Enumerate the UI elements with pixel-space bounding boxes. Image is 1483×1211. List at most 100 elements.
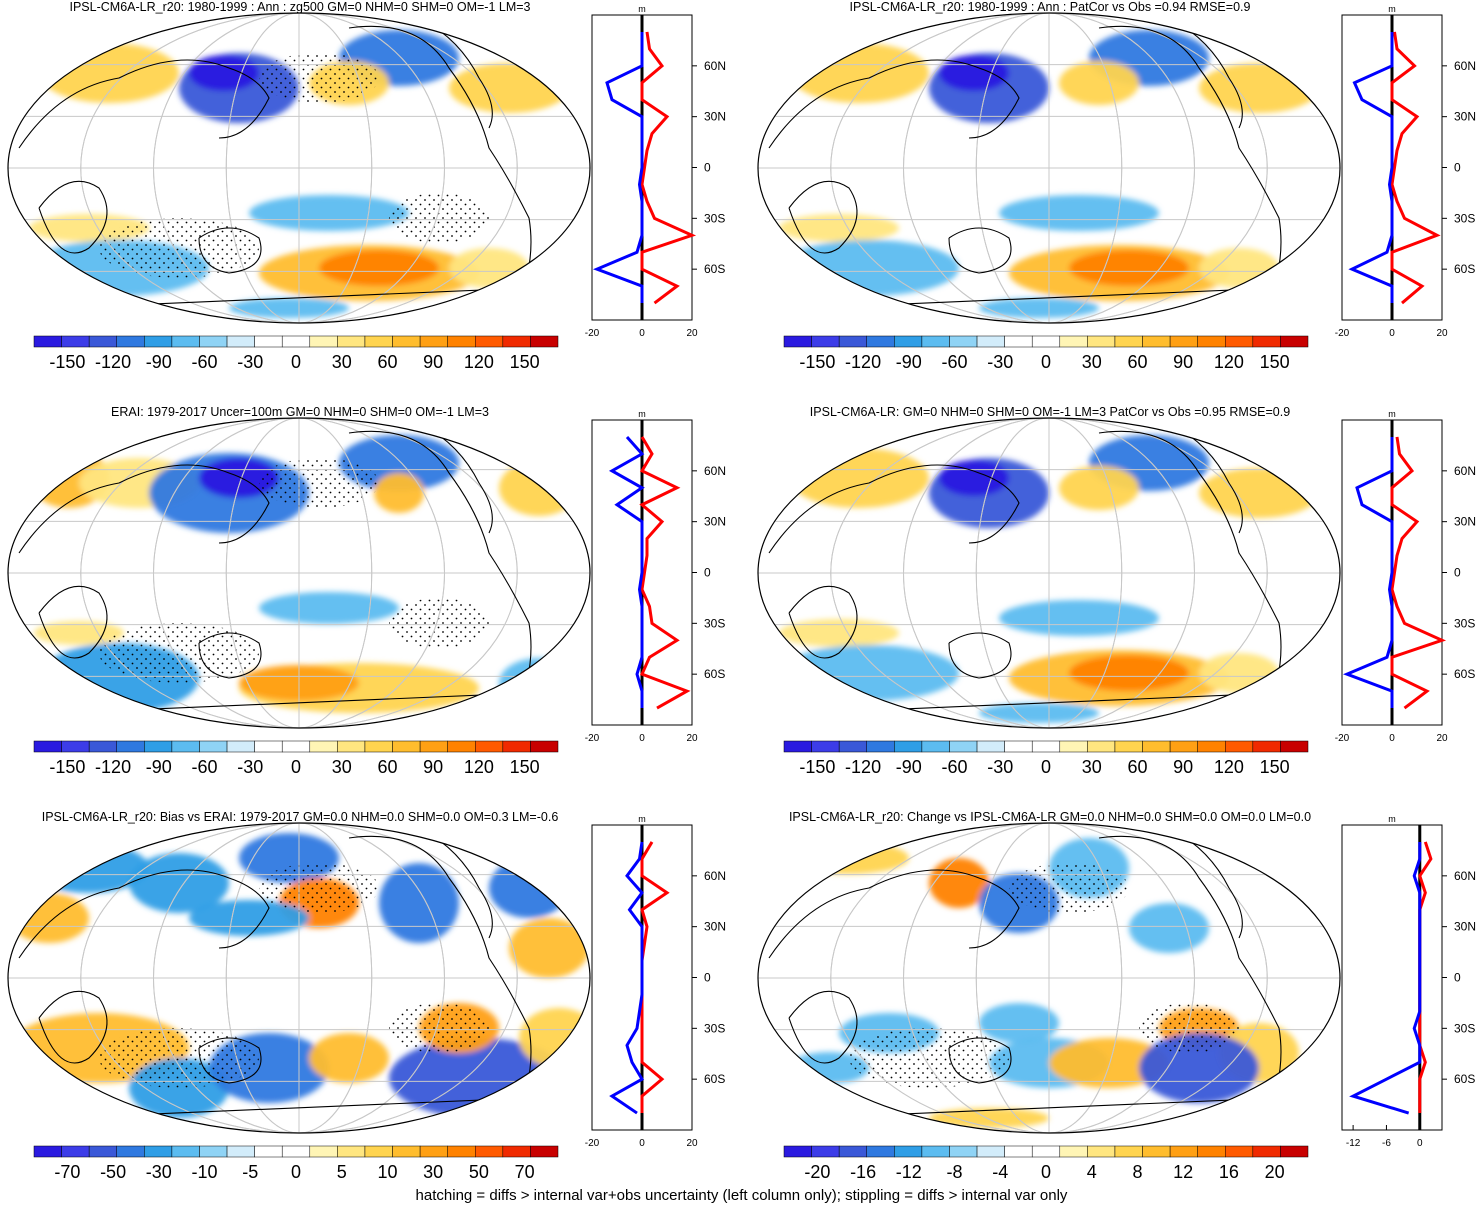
colorbar-swatch bbox=[254, 335, 283, 348]
positive-anomaly bbox=[449, 248, 529, 288]
negative-anomaly bbox=[939, 460, 1009, 496]
negative-anomaly bbox=[259, 592, 399, 624]
profile-line-negative bbox=[1348, 31, 1394, 304]
colorbar-swatch bbox=[1114, 335, 1143, 348]
colorbar-swatch bbox=[949, 740, 978, 753]
stippling bbox=[389, 193, 489, 243]
zonal-profile: m 60N 30N 0 30S 60S -12 -6 0 bbox=[1341, 814, 1476, 1149]
colorbar-label: 90 bbox=[1173, 757, 1193, 777]
coastline bbox=[18, 464, 270, 554]
colorbar-label: -90 bbox=[146, 352, 172, 372]
coastline bbox=[768, 464, 1020, 554]
colorbar-label: 150 bbox=[510, 352, 540, 372]
profile-x-label: 20 bbox=[686, 328, 698, 339]
colorbar-label: -120 bbox=[95, 352, 131, 372]
colorbar-label: 12 bbox=[1173, 1162, 1193, 1182]
colorbar-swatch bbox=[976, 1145, 1005, 1158]
colorbar-label: -150 bbox=[799, 757, 835, 777]
profile-line-negative bbox=[609, 841, 645, 1115]
stippling bbox=[389, 1003, 489, 1053]
colorbar-swatch bbox=[171, 740, 200, 753]
colorbar-swatch bbox=[1142, 1145, 1171, 1158]
positive-anomaly bbox=[929, 1108, 1049, 1128]
profile-lat-label: 30S bbox=[1454, 211, 1475, 225]
colorbar-swatch bbox=[1059, 740, 1088, 753]
graticule bbox=[758, 13, 1340, 323]
colorbar-swatch bbox=[921, 1145, 950, 1158]
colorbar-label: -120 bbox=[95, 757, 131, 777]
profile-lat-label: 30N bbox=[1454, 920, 1476, 934]
graticule bbox=[758, 418, 1340, 728]
colorbar-label: 120 bbox=[464, 352, 494, 372]
colorbar-label: 60 bbox=[1127, 757, 1147, 777]
colorbar-label: 30 bbox=[1082, 352, 1102, 372]
colorbar-swatch bbox=[502, 335, 531, 348]
panel-4: IPSL-CM6A-LR: GM=0 NHM=0 SHM=0 OM=-1 LM=… bbox=[757, 405, 1476, 777]
coastline bbox=[948, 227, 1012, 274]
positive-anomaly bbox=[1199, 468, 1319, 518]
colorbar-swatch bbox=[281, 740, 311, 753]
colorbar-swatch bbox=[88, 1145, 117, 1158]
footer-note: hatching = diffs > internal var+obs unce… bbox=[415, 1187, 1068, 1204]
colorbar-swatch bbox=[894, 740, 923, 753]
colorbar-swatch bbox=[254, 1145, 283, 1158]
meridian-line bbox=[975, 13, 1123, 323]
profile-line-negative bbox=[1342, 436, 1394, 709]
profile-lat-label: 60N bbox=[704, 464, 726, 478]
negative-anomaly bbox=[979, 703, 1099, 723]
meridian-line bbox=[225, 13, 373, 323]
meridian-line bbox=[830, 823, 1268, 1133]
colorbar-swatch bbox=[226, 335, 255, 348]
profile-x-label: -20 bbox=[585, 733, 600, 744]
colorbar-label: 70 bbox=[515, 1162, 535, 1182]
colorbar-swatch bbox=[1225, 1145, 1254, 1158]
coastline bbox=[18, 59, 270, 149]
positive-anomaly bbox=[309, 1033, 389, 1083]
stippling bbox=[1139, 1003, 1239, 1053]
map-border bbox=[757, 12, 1341, 324]
colorbar-label: 0 bbox=[1041, 757, 1051, 777]
coastline bbox=[948, 632, 1012, 679]
colorbar-swatch bbox=[530, 335, 559, 348]
colorbar-swatch bbox=[894, 335, 923, 348]
colorbar-swatch bbox=[475, 740, 504, 753]
colorbar-swatch bbox=[309, 740, 338, 753]
negative-anomaly bbox=[189, 55, 259, 91]
colorbar-swatch bbox=[33, 335, 62, 348]
colorbar-swatch bbox=[281, 335, 311, 348]
panel-title: IPSL-CM6A-LR_r20: 1980-1999 : Ann : zg50… bbox=[70, 0, 531, 14]
colorbar-swatch bbox=[61, 335, 90, 348]
colorbar-label: 16 bbox=[1219, 1162, 1239, 1182]
colorbar-swatch bbox=[171, 335, 200, 348]
profile-x-label: 0 bbox=[639, 1138, 645, 1149]
colorbar-label: -30 bbox=[987, 757, 1013, 777]
colorbar-swatch bbox=[866, 335, 895, 348]
negative-anomaly bbox=[129, 853, 229, 913]
meridian-line bbox=[975, 418, 1123, 728]
coastline bbox=[768, 869, 1020, 959]
stippling bbox=[99, 218, 259, 278]
negative-anomaly bbox=[499, 658, 579, 708]
profile-lat-label: 30S bbox=[704, 1021, 725, 1035]
colorbar-swatch bbox=[949, 335, 978, 348]
colorbar-swatch bbox=[419, 1145, 448, 1158]
profile-x-label: -6 bbox=[1382, 1138, 1391, 1149]
panel-title: IPSL-CM6A-LR_r20: 1980-1999 : Ann : PatC… bbox=[850, 0, 1251, 14]
meridian-line bbox=[153, 823, 445, 1133]
colorbar-swatch bbox=[447, 740, 476, 753]
colorbar-label: -20 bbox=[804, 1162, 830, 1182]
coastline bbox=[948, 1037, 1012, 1084]
negative-anomaly bbox=[779, 645, 959, 701]
colorbar: -150 -120 -90 -60 -30 0 30 60 90 120 150 bbox=[33, 740, 559, 777]
colorbar-label: 30 bbox=[1082, 757, 1102, 777]
profile-lat-label: 60N bbox=[704, 869, 726, 883]
colorbar-label: 0 bbox=[291, 1162, 301, 1182]
profile-x-label: 0 bbox=[639, 733, 645, 744]
colorbar-swatch bbox=[502, 740, 531, 753]
colorbar: -70 -50 -30 -10 -5 0 5 10 30 50 70 bbox=[33, 1145, 559, 1182]
colorbar-label: 60 bbox=[377, 352, 397, 372]
colorbar-label: -4 bbox=[992, 1162, 1008, 1182]
negative-anomaly bbox=[1129, 903, 1209, 953]
colorbar-swatch bbox=[171, 1145, 200, 1158]
colorbar-swatch bbox=[783, 335, 812, 348]
